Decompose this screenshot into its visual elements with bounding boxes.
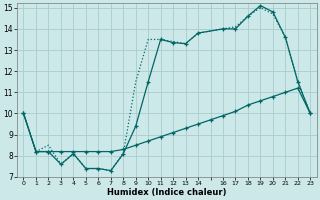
X-axis label: Humidex (Indice chaleur): Humidex (Indice chaleur) bbox=[107, 188, 227, 197]
